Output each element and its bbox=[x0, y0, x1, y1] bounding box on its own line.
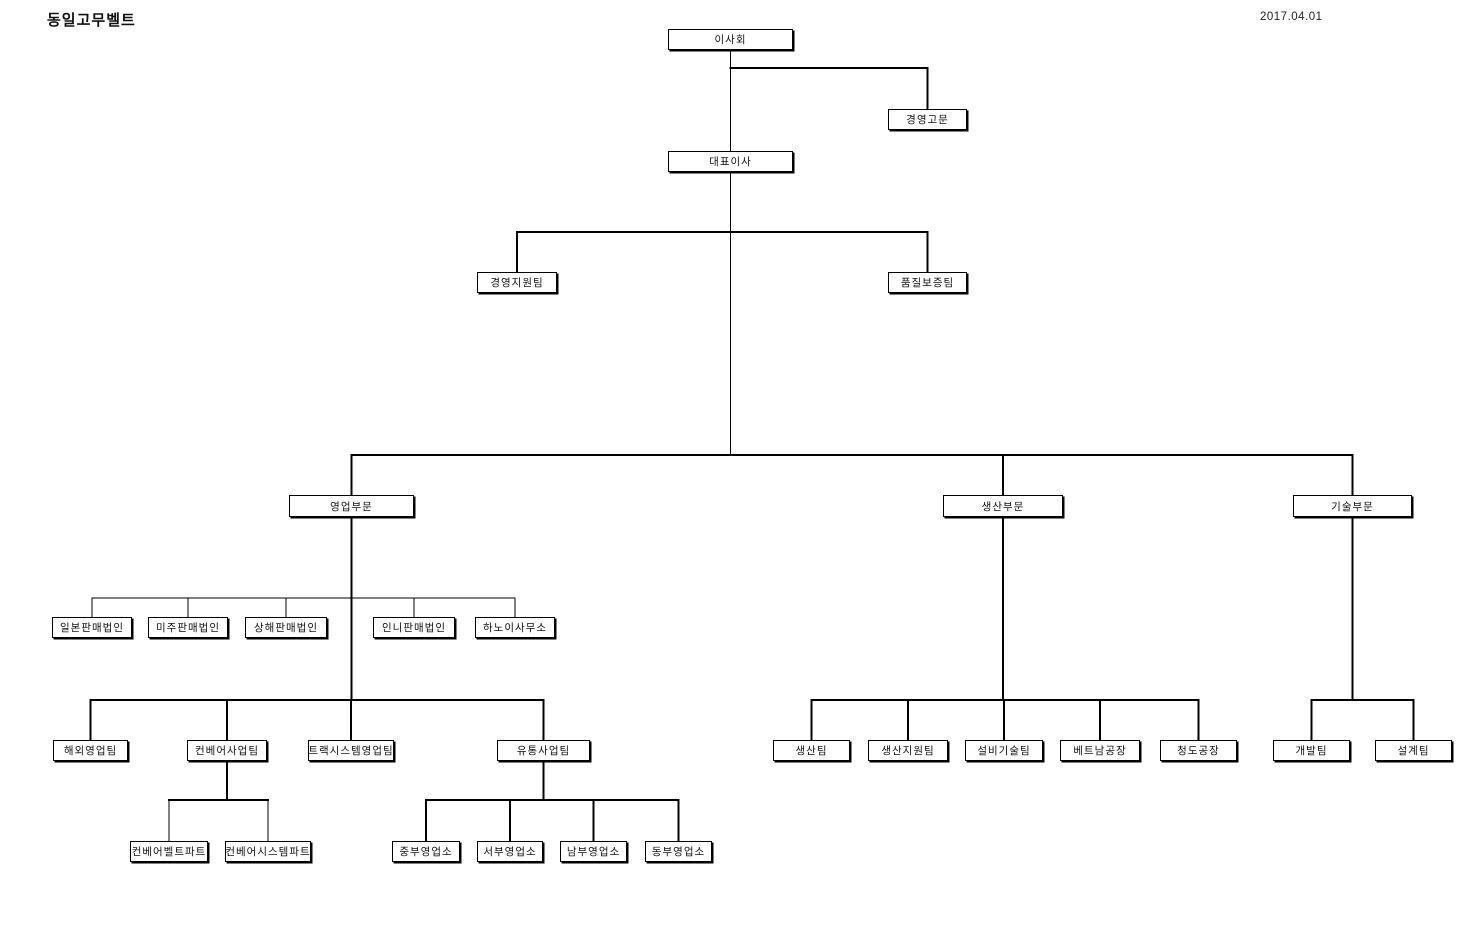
org-node-west-office: 서부영업소 bbox=[477, 841, 543, 862]
org-node-americas: 미주판매법인 bbox=[148, 617, 228, 638]
org-node-prod-div: 생산부문 bbox=[943, 495, 1063, 517]
org-node-hanoi: 하노이사무소 bbox=[475, 617, 555, 638]
org-node-conveyor-biz: 컨베어사업팀 bbox=[187, 740, 267, 761]
org-node-overseas-sales: 해외영업팀 bbox=[53, 740, 128, 761]
org-node-shanghai: 상해판매법인 bbox=[245, 617, 327, 638]
org-node-advisor: 경영고문 bbox=[888, 109, 967, 130]
org-node-board: 이사회 bbox=[668, 29, 793, 50]
org-node-track-sales: 트랙시스템영업팀 bbox=[308, 740, 394, 761]
org-node-prod-support: 생산지원팀 bbox=[868, 740, 948, 761]
org-node-sales-div: 영업부문 bbox=[289, 495, 414, 517]
org-node-system-part: 컨베어시스템파트 bbox=[225, 841, 311, 862]
date-label: 2017.04.01 bbox=[1260, 11, 1323, 23]
org-node-mgmt-support: 경영지원팀 bbox=[477, 272, 557, 293]
org-node-design: 설계팀 bbox=[1375, 740, 1452, 761]
org-node-japan: 일본판매법인 bbox=[52, 617, 132, 638]
org-node-vietnam: 베트남공장 bbox=[1060, 740, 1140, 761]
org-node-indonesia: 인니판매법인 bbox=[373, 617, 455, 638]
org-node-east-office: 동부영업소 bbox=[645, 841, 712, 862]
org-node-ceo: 대표이사 bbox=[668, 151, 793, 172]
org-node-central-office: 중부영업소 bbox=[392, 841, 460, 862]
org-node-prod-team: 생산팀 bbox=[773, 740, 850, 761]
company-title: 동일고무벨트 bbox=[47, 12, 136, 29]
org-node-belt-part: 컨베어벨트파트 bbox=[130, 841, 208, 862]
org-node-qingdao: 청도공장 bbox=[1160, 740, 1237, 761]
org-node-dist-biz: 유통사업팀 bbox=[497, 740, 590, 761]
org-node-south-office: 남부영업소 bbox=[560, 841, 627, 862]
org-node-tech-div: 기술부문 bbox=[1293, 495, 1412, 517]
org-node-qa: 품질보증팀 bbox=[888, 272, 967, 293]
org-node-equip-tech: 설비기술팀 bbox=[965, 740, 1043, 761]
org-node-rnd: 개발팀 bbox=[1273, 740, 1350, 761]
